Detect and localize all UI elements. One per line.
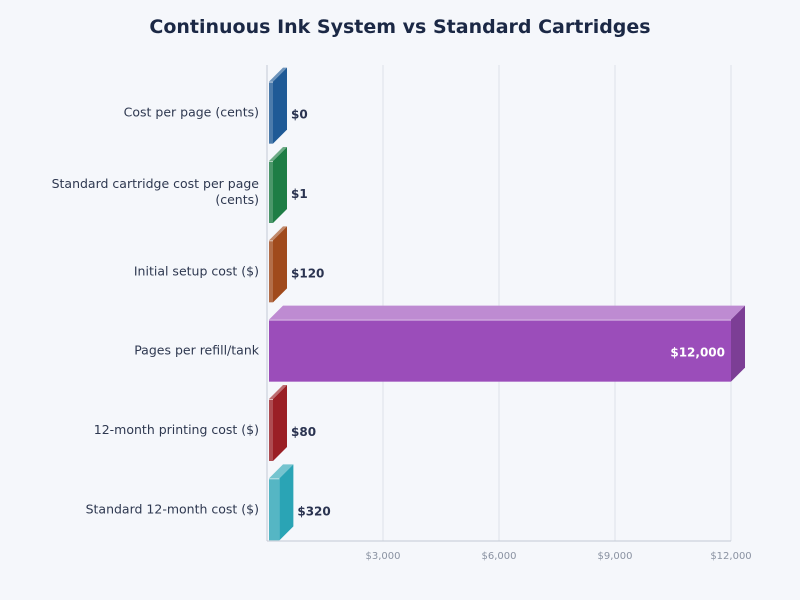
bar-top bbox=[269, 226, 287, 241]
bar bbox=[269, 399, 273, 461]
x-tick-label: $6,000 bbox=[482, 551, 517, 562]
x-tick-label: $12,000 bbox=[710, 551, 751, 562]
bar-side bbox=[731, 305, 745, 382]
data-label: $0 bbox=[291, 108, 308, 122]
data-label: $80 bbox=[291, 425, 316, 439]
x-tick-label: $3,000 bbox=[366, 551, 401, 562]
bar-top bbox=[269, 464, 294, 479]
bar-side bbox=[273, 226, 287, 303]
category-label: Pages per refill/tank bbox=[134, 343, 260, 358]
category-label: Initial setup cost ($) bbox=[134, 263, 259, 278]
bar bbox=[269, 478, 280, 541]
bar-top bbox=[269, 67, 287, 82]
category-label: Standard 12-month cost ($) bbox=[86, 501, 259, 516]
data-label: $12,000 bbox=[670, 346, 725, 360]
bar-side bbox=[273, 147, 287, 223]
chart-title: Continuous Ink System vs Standard Cartri… bbox=[149, 16, 651, 38]
bar-side bbox=[273, 385, 287, 461]
data-label: $1 bbox=[291, 187, 308, 201]
category-label: 12-month printing cost ($) bbox=[94, 422, 259, 437]
category-label: Cost per page (cents) bbox=[124, 105, 259, 120]
bar bbox=[269, 240, 273, 303]
bar-side bbox=[273, 67, 287, 144]
bar bbox=[269, 319, 731, 382]
bar-top bbox=[269, 147, 287, 161]
data-label: $320 bbox=[297, 504, 330, 518]
bar-top bbox=[269, 305, 745, 320]
x-tick-label: $9,000 bbox=[598, 551, 633, 562]
bar bbox=[269, 161, 273, 223]
data-label: $120 bbox=[291, 266, 324, 280]
category-label: Standard cartridge cost per page (cents) bbox=[52, 176, 260, 207]
bar-side bbox=[279, 464, 294, 541]
bar-top bbox=[269, 385, 287, 399]
bar bbox=[269, 81, 273, 144]
